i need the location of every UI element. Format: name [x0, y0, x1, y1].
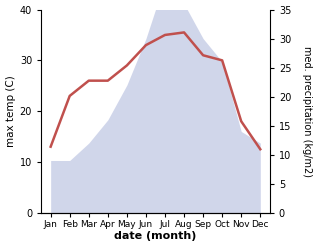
- Y-axis label: med. precipitation (kg/m2): med. precipitation (kg/m2): [302, 46, 313, 177]
- Y-axis label: max temp (C): max temp (C): [5, 75, 16, 147]
- X-axis label: date (month): date (month): [114, 231, 197, 242]
